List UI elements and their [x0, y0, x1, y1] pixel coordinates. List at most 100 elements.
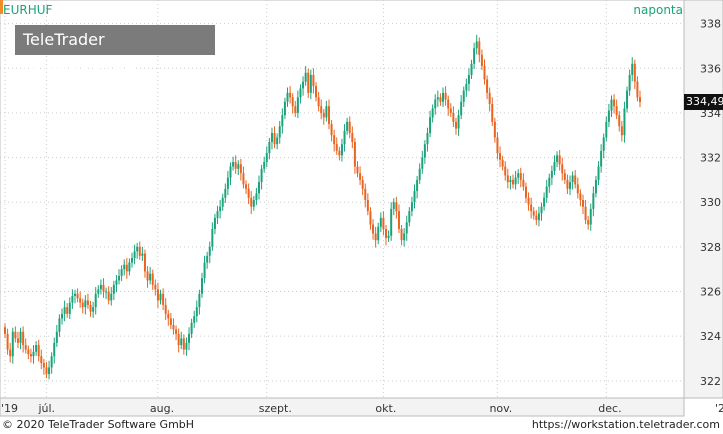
candle-body — [24, 345, 27, 350]
candle-body — [216, 211, 219, 218]
y-tick-label: 336 — [700, 62, 721, 75]
candle-body — [226, 177, 229, 189]
candle-body — [252, 200, 255, 207]
candle-body — [156, 289, 159, 301]
candle-body — [250, 197, 253, 207]
candle-body — [322, 112, 325, 118]
candle-body — [569, 182, 572, 189]
candle-body — [286, 92, 289, 102]
candle-body — [522, 179, 525, 187]
candle-body — [239, 164, 242, 174]
candle-body — [369, 211, 372, 225]
teletrader-logo: TeleTrader WorkStation — [15, 25, 215, 79]
candle-body — [118, 275, 121, 281]
candle-body — [296, 97, 299, 113]
candle-body — [84, 300, 87, 308]
candle-body — [200, 278, 203, 294]
logo-product: WorkStation — [23, 60, 136, 79]
candle-body — [53, 342, 56, 357]
candle-body — [553, 162, 556, 171]
candle-body — [530, 204, 533, 212]
y-axis-panel — [683, 0, 723, 399]
candle-body — [16, 338, 19, 343]
candle-body — [473, 48, 476, 64]
candle-body — [364, 188, 367, 200]
candle-body — [400, 229, 403, 241]
candle-body — [97, 289, 100, 294]
candle-body — [532, 211, 535, 216]
candle-body — [563, 173, 566, 180]
candle-body — [203, 262, 206, 279]
candle-body — [19, 331, 22, 343]
candle-body — [361, 179, 364, 189]
candle-body — [535, 215, 538, 221]
candle-body — [366, 200, 369, 212]
candle-body — [623, 108, 626, 136]
candle-body — [475, 41, 478, 49]
candle-body — [566, 179, 569, 189]
candle-body — [22, 331, 25, 346]
candle-body — [359, 173, 362, 180]
x-tick-label: '19 — [1, 402, 18, 415]
candle-body — [35, 345, 38, 352]
candle-body — [338, 150, 341, 156]
candle-body — [162, 293, 165, 305]
candle-body — [465, 83, 468, 91]
candle-body — [558, 155, 561, 165]
candle-body — [110, 293, 113, 301]
footer-url[interactable]: https://workstation.teletrader.com — [531, 418, 720, 431]
candle-body — [587, 220, 590, 225]
candle-body — [397, 211, 400, 230]
candle-body — [247, 188, 250, 198]
candle-body — [237, 164, 240, 169]
candle-body — [377, 226, 380, 241]
candle-body — [493, 121, 496, 138]
candle-body — [260, 168, 263, 183]
y-tick-label: 334 — [700, 107, 721, 120]
x-tick-label: aug. — [150, 402, 174, 415]
candle-body — [374, 233, 377, 241]
candle-body — [120, 269, 123, 276]
candle-body — [9, 349, 12, 357]
candle-body — [605, 121, 608, 138]
candle-body — [325, 106, 328, 118]
candle-body — [434, 99, 437, 109]
candle-body — [255, 193, 258, 200]
candle-body — [190, 322, 193, 334]
candle-body — [491, 104, 494, 122]
candle-body — [423, 144, 426, 158]
candle-body — [486, 79, 489, 93]
candle-body — [281, 115, 284, 127]
candle-body — [410, 202, 413, 212]
candle-body — [159, 293, 162, 301]
candle-body — [501, 159, 504, 167]
candle-body — [66, 307, 69, 314]
candle-body — [151, 273, 154, 285]
candle-body — [309, 74, 312, 93]
candle-body — [42, 362, 45, 368]
candle-body — [185, 342, 188, 350]
x-axis-panel — [0, 397, 685, 417]
candle-body — [258, 182, 260, 194]
candle-body — [390, 208, 393, 236]
x-tick-label: nov. — [489, 402, 512, 415]
candle-body — [58, 318, 61, 332]
symbol-label: EURHUF — [3, 3, 53, 17]
candle-body — [340, 144, 343, 156]
candle-body — [408, 211, 411, 223]
candle-body — [613, 99, 616, 107]
candle-body — [45, 367, 48, 375]
logo-brand: TeleTrader — [23, 30, 105, 49]
candle-body — [449, 108, 452, 113]
candle-body — [312, 74, 315, 87]
x-tick-label: szept. — [259, 402, 292, 415]
candle-body — [382, 217, 385, 230]
candle-body — [506, 175, 509, 183]
candle-body — [89, 304, 92, 312]
candle-body — [234, 162, 237, 169]
candle-body — [537, 213, 540, 221]
candle-body — [195, 307, 198, 317]
candle-body — [283, 101, 286, 116]
candle-body — [589, 208, 592, 225]
